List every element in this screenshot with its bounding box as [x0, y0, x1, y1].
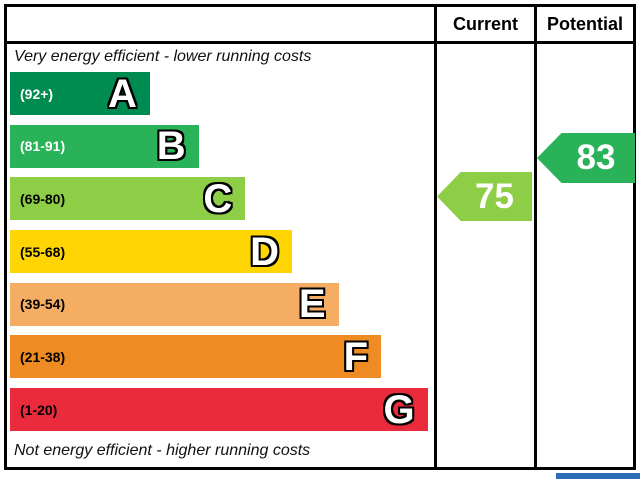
band-row-d: (55-68) D	[10, 229, 292, 274]
band-range-label: (92+)	[20, 85, 54, 102]
band-range-label: (39-54)	[20, 296, 66, 313]
band-row-f: (21-38) F	[10, 334, 381, 379]
top-note: Very energy efficient - lower running co…	[14, 48, 312, 65]
band-letter: B	[156, 124, 186, 169]
band-range-label: (21-38)	[20, 348, 66, 365]
band-row-e: (39-54) E	[10, 282, 339, 327]
potential-column: 83	[534, 44, 635, 467]
band-letter: C	[203, 176, 233, 221]
rating-scale-column: Very energy efficient - lower running co…	[7, 44, 434, 467]
header-potential: Potential	[534, 7, 633, 44]
band-range-label: (55-68)	[20, 243, 66, 260]
band-letter: E	[298, 282, 326, 327]
band-row-a: (92+) A	[10, 72, 150, 115]
current-column: 75	[434, 44, 534, 467]
band-range-label: (69-80)	[20, 190, 66, 207]
bottom-note: Not energy efficient - higher running co…	[14, 442, 311, 459]
potential-arrow: 83	[537, 133, 635, 183]
current-value: 75	[475, 176, 514, 216]
band-list: (92+) A (81-91) B (69-80) C (55-68) D (3…	[10, 72, 434, 441]
current-arrow: 75	[437, 172, 532, 221]
header-spacer	[7, 7, 434, 44]
band-range-label: (81-91)	[20, 138, 66, 155]
rating-table: Current Potential Very energy efficient …	[4, 4, 636, 470]
band-letter: F	[343, 334, 368, 379]
header-current: Current	[434, 7, 534, 44]
band-letter: D	[250, 229, 279, 274]
band-row-c: (69-80) C	[10, 176, 246, 221]
band-letter: A	[108, 71, 137, 116]
band-row-b: (81-91) B	[10, 124, 199, 169]
band-range-label: (1-20)	[20, 401, 58, 418]
band-letter: G	[383, 387, 415, 432]
partial-next-element	[556, 473, 640, 479]
band-row-g: (1-20) G	[10, 387, 428, 432]
potential-value: 83	[576, 138, 616, 177]
